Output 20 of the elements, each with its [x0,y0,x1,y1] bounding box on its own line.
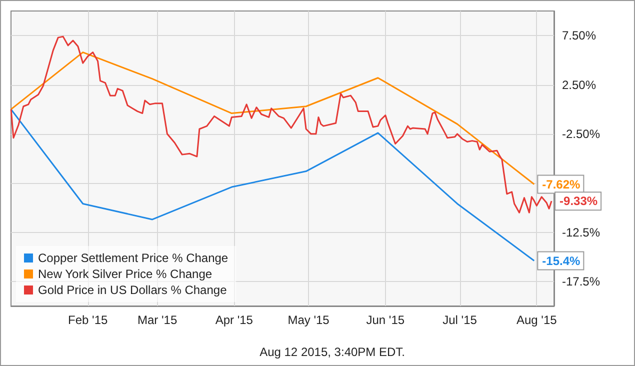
y-tick-label: -17.5% [562,274,600,288]
legend-label: New York Silver Price % Change [38,267,212,281]
x-tick-label: Jul '15 [442,313,478,327]
x-tick-label: Mar '15 [137,313,178,327]
data-label: -15.4% [542,254,581,268]
data-label: -7.62% [542,177,581,192]
x-tick-label: May '15 [288,313,330,327]
data-label: -9.33% [560,194,598,208]
text: Aug 12 2015, 3:40PM EDT. [260,345,406,359]
x-tick-label: Feb '15 [68,313,108,327]
x-tick-label: Aug '15 [516,313,558,327]
x-tick-label: Apr '15 [215,313,254,327]
line-series [10,52,535,186]
legend-label: Copper Settlement Price % Change [38,251,228,265]
y-tick-label: -2.50% [562,126,600,141]
y-tick-label: 7.50% [562,28,596,43]
legend-label: Gold Price in US Dollars % Change [38,283,228,297]
x-tick-label: Jun '15 [366,313,405,327]
y-tick-label: 2.50% [562,78,596,92]
y-tick-label: -12.5% [562,225,600,240]
